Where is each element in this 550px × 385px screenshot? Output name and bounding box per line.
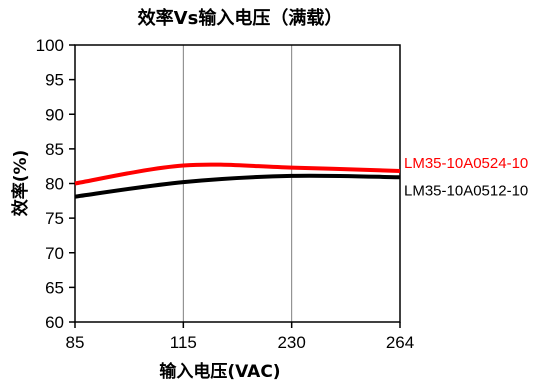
- series-group: [74, 162, 401, 199]
- plot-frame: [74, 44, 401, 323]
- series-line-1: [74, 162, 401, 186]
- y-tick-label: 80: [45, 175, 64, 194]
- series-labels: LM35-10A0524-10 LM35-10A0512-10: [404, 155, 528, 199]
- y-tick-label: 70: [45, 244, 64, 263]
- x-tick-label: 115: [170, 333, 197, 352]
- x-tick-label: 230: [277, 333, 305, 352]
- series-label-1: LM35-10A0524-10: [404, 155, 528, 172]
- x-tick-label: 264: [386, 333, 414, 352]
- series-label-2: LM35-10A0512-10: [404, 182, 528, 199]
- series-line-2: [74, 173, 401, 199]
- chart-grid: [182, 45, 293, 322]
- y-tick-label: 100: [36, 36, 64, 55]
- y-tick-label: 60: [45, 313, 64, 332]
- y-tick-label: 75: [45, 209, 64, 228]
- y-axis: 60 65 70 75 80 85 90 95 100: [36, 36, 75, 332]
- y-tick-label: 90: [45, 105, 64, 124]
- x-axis: 85 115 230 264: [66, 322, 414, 352]
- y-tick-label: 65: [45, 278, 64, 297]
- chart-title: 效率Vs输入电压（满载）: [138, 7, 343, 29]
- x-axis-title: 输入电压(VAC): [159, 361, 280, 382]
- x-tick-label: 85: [66, 333, 85, 352]
- y-axis-title: 效率(%): [10, 150, 31, 217]
- y-tick-label: 85: [45, 140, 64, 159]
- y-tick-label: 95: [45, 71, 64, 90]
